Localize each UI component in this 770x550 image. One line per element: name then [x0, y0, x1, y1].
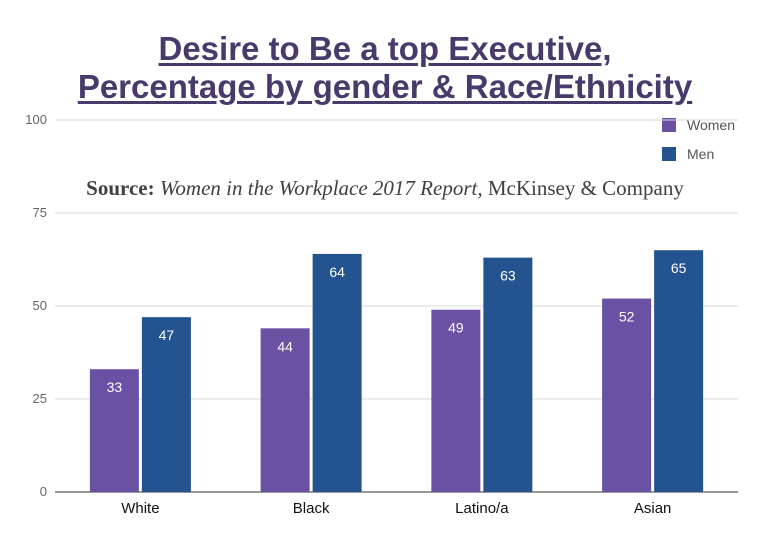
- data-label: 65: [671, 260, 687, 276]
- data-label: 63: [500, 268, 516, 284]
- source-company: McKinsey & Company: [487, 176, 684, 200]
- x-tick-label: Latino/a: [455, 500, 509, 517]
- bar-men-latinoa: [483, 257, 533, 492]
- x-tick-label: Asian: [634, 500, 672, 517]
- y-tick-label: 25: [33, 391, 47, 406]
- legend-swatch-women: [662, 117, 676, 132]
- bar-men-asian: [654, 250, 704, 492]
- chart-title-line2: Percentage by gender & Race/Ethnicity: [77, 68, 693, 105]
- legend-swatch-men: [662, 146, 676, 161]
- data-label: 49: [448, 320, 464, 336]
- y-tick-label: 0: [40, 484, 47, 499]
- bar-women-white: [89, 369, 139, 492]
- bar-men-white: [141, 317, 191, 492]
- data-label: 47: [159, 327, 175, 343]
- x-tick-label: White: [121, 500, 159, 517]
- bar-men-black: [312, 253, 362, 492]
- data-label: 44: [277, 338, 293, 354]
- source-note: Source: Women in the Workplace 2017 Repo…: [0, 176, 770, 201]
- source-label: Source:: [86, 176, 155, 200]
- x-tick-label: Black: [293, 500, 330, 517]
- bar-women-black: [260, 328, 310, 492]
- bar-women-latinoa: [431, 309, 481, 492]
- data-label: 33: [107, 379, 123, 395]
- source-report: Women in the Workplace 2017 Report,: [159, 176, 483, 200]
- y-tick-label: 100: [25, 112, 47, 127]
- data-label: 52: [619, 309, 635, 325]
- bar-women-asian: [602, 298, 652, 492]
- y-tick-label: 50: [33, 298, 47, 313]
- chart-title: Desire to Be a top Executive, Percentage…: [0, 30, 770, 106]
- chart-title-line1: Desire to Be a top Executive,: [158, 30, 612, 67]
- data-label: 64: [329, 264, 345, 280]
- legend-item-men: Men: [662, 139, 735, 168]
- legend-label-men: Men: [687, 145, 715, 162]
- y-tick-label: 75: [33, 205, 47, 220]
